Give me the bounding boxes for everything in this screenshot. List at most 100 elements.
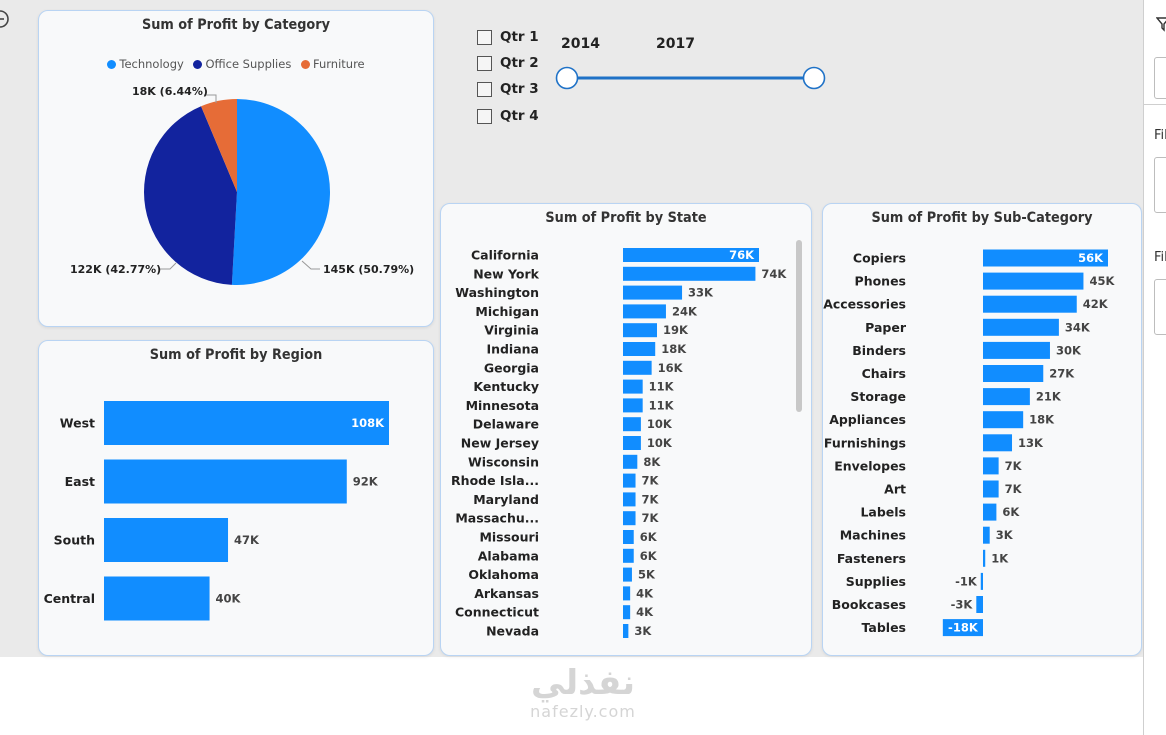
subcat-bar-machines[interactable] bbox=[983, 526, 990, 544]
subcat-bar-tables[interactable] bbox=[942, 619, 983, 637]
subcat-bar-binders[interactable] bbox=[983, 341, 1050, 359]
subcat-bar-phones[interactable] bbox=[983, 272, 1084, 290]
checkbox[interactable] bbox=[477, 55, 492, 71]
subcategory-card[interactable]: Sum of Profit by Sub-Category Copiers 56K… bbox=[822, 203, 1142, 656]
state-bar-new-york[interactable] bbox=[623, 266, 756, 281]
subcat-bar-chairs[interactable] bbox=[983, 365, 1044, 382]
subcat-bar-storage[interactable] bbox=[983, 388, 1030, 406]
legend-item-technology[interactable]: Technology bbox=[107, 57, 184, 71]
region-bar-central[interactable] bbox=[104, 576, 210, 621]
subcategory-bar-chart: Copiers 56K Phones 45K Accessories 42K Paper 34… bbox=[823, 249, 1115, 637]
state-value-label: 76K bbox=[729, 248, 755, 262]
pie-slice-furniture[interactable] bbox=[201, 99, 237, 192]
pie-slice-office-supplies[interactable] bbox=[143, 106, 237, 285]
quarter-filter-1[interactable]: Qtr 1 bbox=[477, 29, 539, 45]
state-value-label: 4K bbox=[636, 605, 654, 619]
filter-card-1[interactable] bbox=[1154, 157, 1166, 213]
state-bar-oklahoma[interactable] bbox=[623, 567, 632, 582]
region-card[interactable]: Sum of Profit by Region West 108K East 92K S… bbox=[38, 340, 434, 656]
subcat-category-label: Envelopes bbox=[834, 458, 906, 473]
state-bar-kentucky[interactable] bbox=[623, 379, 643, 394]
state-bar-massachu[interactable] bbox=[623, 511, 636, 526]
state-bar-wisconsin[interactable] bbox=[623, 454, 638, 469]
state-category-label: Oklahoma bbox=[468, 567, 539, 582]
checkbox[interactable] bbox=[477, 108, 492, 124]
subcat-bar-paper[interactable] bbox=[983, 318, 1059, 336]
slider-handle-start[interactable] bbox=[555, 66, 579, 90]
subcat-bar-accessories[interactable] bbox=[983, 295, 1077, 313]
state-bar-indiana[interactable] bbox=[623, 342, 656, 356]
region-bar-east[interactable] bbox=[104, 459, 347, 504]
slider-handle-end[interactable] bbox=[802, 66, 826, 90]
state-bar-minnesota[interactable] bbox=[623, 398, 643, 413]
state-bar-rhode-isla[interactable] bbox=[623, 473, 636, 488]
state-bar-connecticut[interactable] bbox=[623, 605, 631, 620]
quarter-filter-3[interactable]: Qtr 3 bbox=[477, 81, 539, 97]
state-value-label: 6K bbox=[640, 549, 658, 563]
quarter-filter-2[interactable]: Qtr 2 bbox=[477, 55, 539, 71]
state-bar-california[interactable] bbox=[623, 248, 759, 262]
state-category-label: Kentucky bbox=[473, 379, 539, 394]
state-value-label: 3K bbox=[634, 624, 652, 638]
legend-item-office-supplies[interactable]: Office Supplies bbox=[193, 57, 291, 71]
subcat-bar-bookcases[interactable] bbox=[976, 596, 983, 613]
pie-label-furniture: 18K (6.44%) bbox=[132, 85, 208, 98]
state-bar-michigan[interactable] bbox=[623, 304, 666, 319]
pie-slice-technology[interactable] bbox=[231, 99, 331, 285]
subcat-bar-fasteners[interactable] bbox=[983, 549, 986, 567]
subcat-bar-supplies[interactable] bbox=[980, 572, 983, 590]
category-legend: Technology Office Supplies Furniture bbox=[39, 57, 433, 71]
state-value-label: 18K bbox=[661, 342, 687, 356]
subcat-value-label: 30K bbox=[1056, 343, 1082, 357]
subcat-bar-furnishings[interactable] bbox=[983, 434, 1013, 452]
pie-label-office-supplies: 122K (42.77%) bbox=[70, 263, 161, 276]
filter-icon[interactable] bbox=[1156, 16, 1166, 32]
state-category-label: New York bbox=[473, 266, 539, 281]
filter-search-box[interactable] bbox=[1154, 57, 1166, 99]
state-bar-washington[interactable] bbox=[623, 285, 683, 300]
filter-label-2: Fil bbox=[1154, 250, 1166, 265]
state-bar-new-jersey[interactable] bbox=[623, 436, 641, 450]
watermark-latin: nafezly.com bbox=[530, 702, 636, 721]
checkbox[interactable] bbox=[477, 81, 492, 97]
state-bar-maryland[interactable] bbox=[623, 492, 636, 507]
subcat-bar-copiers[interactable] bbox=[983, 249, 1108, 267]
state-bar-arkansas[interactable] bbox=[623, 586, 631, 601]
subcategory-title: Sum of Profit by Sub-Category bbox=[871, 210, 1093, 226]
year-end-label: 2017 bbox=[656, 36, 695, 52]
region-bar-south[interactable] bbox=[104, 518, 229, 562]
focus-mode-icon[interactable] bbox=[0, 8, 10, 30]
subcat-bar-art[interactable] bbox=[983, 480, 999, 498]
state-value-label: 74K bbox=[761, 267, 787, 281]
subcat-category-label: Appliances bbox=[829, 412, 906, 427]
state-category-label: Maryland bbox=[473, 492, 539, 507]
subcat-value-label: 1K bbox=[991, 551, 1009, 565]
subcat-bar-labels[interactable] bbox=[983, 503, 997, 521]
subcat-category-label: Furnishings bbox=[824, 435, 906, 450]
state-scrollbar[interactable] bbox=[796, 240, 802, 412]
state-bar-georgia[interactable] bbox=[623, 360, 652, 375]
subcat-bar-envelopes[interactable] bbox=[983, 457, 999, 475]
checkbox[interactable] bbox=[477, 29, 492, 45]
subcat-bar-appliances[interactable] bbox=[983, 411, 1024, 429]
quarter-filter-4[interactable]: Qtr 4 bbox=[477, 108, 539, 124]
state-bar-missouri[interactable] bbox=[623, 530, 634, 544]
state-value-label: 10K bbox=[647, 436, 673, 450]
filter-card-2[interactable] bbox=[1154, 279, 1166, 335]
subcat-category-label: Storage bbox=[850, 389, 906, 404]
state-bar-delaware[interactable] bbox=[623, 417, 641, 432]
state-bar-alabama[interactable] bbox=[623, 548, 634, 563]
state-category-label: Washington bbox=[455, 285, 539, 300]
state-title: Sum of Profit by State bbox=[545, 210, 707, 226]
region-value-label: 92K bbox=[353, 475, 379, 489]
year-slider[interactable] bbox=[550, 62, 832, 94]
quarter-label: Qtr 3 bbox=[500, 81, 539, 97]
state-value-label: 5K bbox=[638, 568, 656, 582]
state-card[interactable]: Sum of Profit by State California 76K New … bbox=[440, 203, 812, 656]
region-title: Sum of Profit by Region bbox=[149, 347, 323, 363]
region-bar-west[interactable] bbox=[104, 401, 389, 445]
state-bar-nevada[interactable] bbox=[623, 624, 629, 638]
legend-item-furniture[interactable]: Furniture bbox=[300, 57, 365, 71]
category-card[interactable]: Sum of Profit by Category Technology Off… bbox=[38, 10, 434, 327]
state-bar-virginia[interactable] bbox=[623, 323, 657, 338]
